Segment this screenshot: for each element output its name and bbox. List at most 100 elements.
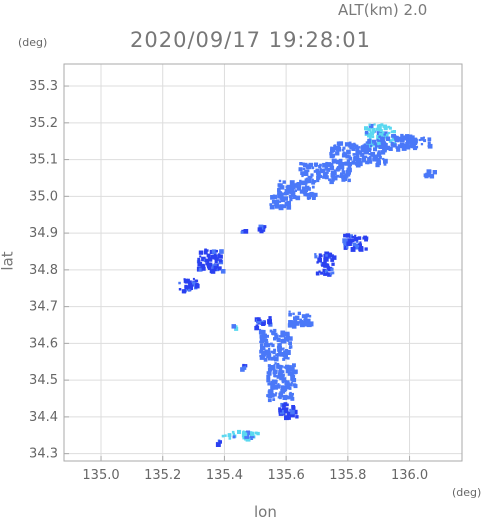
echo-region bbox=[287, 310, 314, 329]
echo-cell bbox=[240, 230, 244, 234]
echo-cell bbox=[341, 148, 345, 152]
echo-cell bbox=[353, 161, 356, 164]
echo-cell bbox=[348, 155, 351, 158]
echo-cell bbox=[273, 374, 277, 378]
echo-cell bbox=[273, 194, 275, 197]
echo-cell bbox=[197, 257, 201, 261]
echo-cell bbox=[327, 272, 332, 277]
echo-cell bbox=[370, 161, 373, 164]
echo-cell bbox=[281, 378, 286, 382]
echo-cell bbox=[427, 143, 433, 149]
echo-region bbox=[257, 224, 267, 234]
echo-cell bbox=[342, 238, 348, 244]
echo-cell bbox=[366, 161, 370, 165]
echo-cell bbox=[302, 189, 308, 195]
echo-cell bbox=[273, 328, 277, 333]
echo-cell bbox=[278, 192, 284, 198]
echo-cell bbox=[353, 156, 358, 161]
echo-cell bbox=[290, 409, 295, 415]
echo-cell bbox=[292, 374, 296, 378]
echo-cell bbox=[354, 245, 360, 250]
echo-cell bbox=[300, 171, 304, 176]
echo-cell bbox=[267, 371, 272, 376]
echo-cell bbox=[372, 157, 377, 162]
echo-cell bbox=[288, 387, 292, 390]
echo-cell bbox=[311, 178, 314, 182]
echo-cell bbox=[392, 143, 397, 148]
echo-cell bbox=[204, 258, 209, 263]
echo-cell bbox=[390, 130, 394, 134]
echo-cell bbox=[368, 141, 371, 144]
echo-cell bbox=[284, 352, 287, 355]
echo-cell bbox=[181, 289, 186, 294]
echo-cell bbox=[332, 255, 337, 260]
echo-cell bbox=[282, 389, 285, 392]
echo-cell bbox=[302, 186, 305, 190]
echo-cell bbox=[205, 262, 208, 266]
echo-cell bbox=[209, 249, 214, 255]
echo-cell bbox=[259, 354, 262, 358]
echo-cell bbox=[388, 131, 391, 135]
echo-cell bbox=[299, 318, 303, 322]
echo-cell bbox=[325, 254, 328, 257]
echo-region bbox=[409, 136, 433, 151]
echo-cell bbox=[288, 336, 293, 341]
echo-cell bbox=[279, 366, 283, 370]
echo-cell bbox=[292, 195, 297, 200]
echo-cell bbox=[295, 197, 298, 200]
echo-cell bbox=[264, 341, 268, 344]
echo-cell bbox=[371, 143, 374, 146]
echo-cell bbox=[393, 135, 397, 139]
echo-cell bbox=[426, 172, 431, 178]
echo-cell bbox=[288, 320, 292, 324]
echo-cell bbox=[256, 317, 261, 322]
echo-cell bbox=[369, 129, 372, 132]
echo-cell bbox=[423, 139, 427, 143]
echo-cell bbox=[269, 203, 272, 206]
echo-cell bbox=[307, 197, 310, 200]
echo-cell bbox=[286, 192, 289, 196]
echo-cell bbox=[288, 392, 291, 396]
echo-cell bbox=[288, 312, 292, 317]
echo-cell bbox=[276, 364, 281, 369]
echo-cell bbox=[206, 253, 211, 258]
echo-cell bbox=[420, 137, 424, 141]
echo-cell bbox=[277, 396, 280, 399]
echo-cell bbox=[363, 146, 368, 151]
echo-cell bbox=[382, 143, 386, 147]
echo-cell bbox=[364, 247, 368, 251]
echo-cell bbox=[242, 431, 245, 434]
echo-cell bbox=[261, 322, 265, 326]
echo-cell bbox=[316, 174, 320, 179]
echo-cell bbox=[234, 325, 238, 328]
echo-cell bbox=[374, 143, 380, 148]
echo-cell bbox=[371, 135, 375, 139]
echo-cell bbox=[335, 167, 340, 172]
plot-frame bbox=[63, 63, 463, 462]
echo-cell bbox=[306, 169, 310, 173]
echo-cell bbox=[322, 268, 326, 272]
echo-cell bbox=[303, 193, 307, 197]
echo-cell bbox=[379, 137, 383, 140]
echo-cell bbox=[290, 412, 295, 418]
echo-cell bbox=[364, 149, 369, 155]
echo-cell bbox=[269, 368, 273, 372]
echo-cell bbox=[267, 382, 271, 386]
echo-cell bbox=[303, 162, 308, 168]
echo-cell bbox=[357, 236, 362, 240]
echo-cell bbox=[355, 159, 360, 163]
echo-cell bbox=[290, 375, 295, 381]
echo-cell bbox=[348, 141, 352, 145]
echo-cell bbox=[278, 204, 281, 207]
echo-cell bbox=[207, 266, 212, 270]
echo-cell bbox=[187, 278, 190, 282]
echo-cell bbox=[377, 150, 381, 154]
echo-cell bbox=[276, 362, 280, 366]
echo-cell bbox=[299, 179, 302, 183]
echo-cell bbox=[326, 272, 329, 275]
echo-cell bbox=[217, 266, 222, 271]
echo-cell bbox=[183, 278, 188, 283]
echo-cell bbox=[203, 250, 208, 255]
echo-cell bbox=[287, 357, 290, 360]
echo-cell bbox=[336, 141, 341, 146]
